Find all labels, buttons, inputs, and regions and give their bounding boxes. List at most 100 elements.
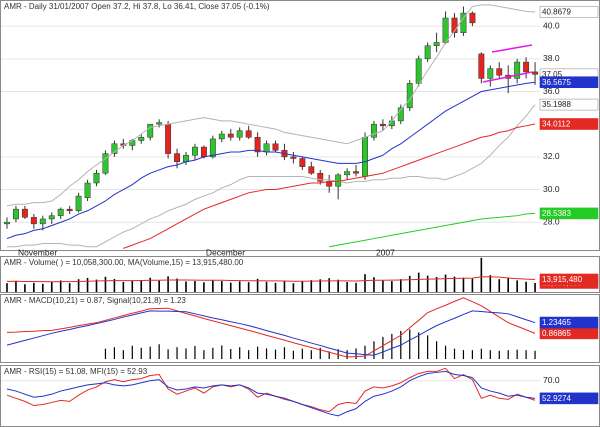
- indicator-line: [6, 81, 536, 240]
- candle-body: [308, 166, 315, 174]
- volume-bar: [24, 284, 26, 292]
- histogram-bar: [319, 347, 321, 360]
- histogram-bar: [167, 349, 169, 360]
- candle-body: [344, 171, 351, 176]
- price-tag-label: 52.9274: [542, 394, 571, 403]
- y-tick-label: 32.0: [543, 151, 560, 161]
- volume-bar: [435, 277, 438, 292]
- histogram-bar: [471, 350, 473, 360]
- histogram-bar: [382, 336, 384, 360]
- x-tick-label: 2007: [376, 247, 395, 257]
- histogram-bar: [444, 345, 447, 360]
- trendlines: [482, 44, 533, 83]
- candle-body: [460, 12, 467, 33]
- volume-bar: [158, 280, 160, 292]
- histogram-bar: [230, 348, 232, 360]
- histogram-bar: [516, 349, 518, 360]
- panel-marks: [6, 367, 536, 417]
- candle-body: [21, 208, 28, 218]
- histogram-bar: [194, 346, 196, 360]
- volume-bar: [221, 281, 223, 292]
- histogram-bar: [248, 350, 250, 360]
- y-tick-label: 40.0: [543, 20, 560, 30]
- volume-bar: [417, 272, 420, 292]
- volume-bar: [444, 274, 447, 292]
- candle-body: [84, 182, 91, 198]
- price-tag: [539, 316, 599, 329]
- histogram-bar: [507, 350, 509, 360]
- volume-bar: [167, 276, 169, 292]
- volume-bar: [462, 277, 465, 292]
- price-tag-label: 34.0112: [542, 120, 571, 129]
- price-tag: [539, 207, 599, 220]
- y-tick-label: 28.0: [543, 216, 560, 226]
- volume-bar: [355, 282, 357, 292]
- trendline-lower: [482, 71, 533, 83]
- candle-body: [39, 218, 46, 225]
- candle-body: [165, 123, 172, 154]
- indicator-line: [6, 4, 536, 207]
- volume-bar: [33, 282, 35, 292]
- indicator-line: [6, 370, 536, 417]
- volume-bar: [364, 274, 366, 292]
- candle-body: [13, 208, 19, 220]
- candle-body: [245, 130, 252, 138]
- volume-bar: [498, 279, 501, 292]
- histogram-bar: [373, 341, 375, 360]
- price-tag-label: 1.23465: [542, 318, 571, 327]
- indicator-line: [329, 212, 536, 248]
- volume-bar: [68, 283, 71, 292]
- histogram-bar: [265, 348, 268, 360]
- candle-body: [75, 195, 82, 212]
- panel-title: AMR - Volume( ) = 10,058,300.00, MA(Volu…: [4, 258, 244, 267]
- candle-body: [424, 45, 431, 60]
- panel-marks: [6, 297, 536, 360]
- volume-bar: [50, 281, 53, 292]
- candle-body: [263, 143, 270, 153]
- volume-bar: [42, 283, 44, 292]
- candle-body: [192, 146, 198, 156]
- price-tag-label: 13,915,480: [542, 275, 583, 284]
- price-tag-label: 35.1988: [542, 100, 571, 109]
- y-tick-label: 70.0: [543, 375, 560, 385]
- candle-body: [102, 153, 109, 174]
- histogram-bar: [534, 350, 536, 360]
- candle-body: [514, 61, 521, 79]
- volume-bar: [6, 283, 8, 292]
- indicator-line: [6, 310, 536, 356]
- candle-body: [174, 153, 181, 163]
- volume-bar: [15, 280, 17, 292]
- volume-bar: [525, 281, 527, 292]
- volume-bar: [274, 282, 277, 292]
- price-tag: [539, 118, 599, 130]
- histogram-bar: [436, 341, 438, 360]
- volume-bar: [328, 278, 330, 292]
- volume-bar: [534, 282, 536, 292]
- histogram-bar: [462, 350, 465, 360]
- candle-body: [353, 171, 360, 174]
- candle-body: [156, 122, 163, 125]
- histogram-bar: [212, 347, 214, 360]
- candle-body: [209, 138, 216, 158]
- candle-body: [433, 42, 440, 47]
- volume-bar: [507, 277, 509, 292]
- price-tag-label: 40.8679: [542, 8, 571, 17]
- price-tag-label: 0.86865: [542, 329, 571, 338]
- candle-body: [218, 133, 225, 140]
- volume-bar: [453, 276, 456, 292]
- candle-body: [147, 123, 154, 138]
- candle-body: [317, 172, 324, 182]
- histogram-bar: [480, 348, 482, 360]
- x-tick-label: December: [206, 247, 245, 257]
- histogram-bar: [301, 348, 303, 360]
- histogram-bar: [203, 350, 205, 360]
- volume-bar: [140, 280, 143, 292]
- histogram-bar: [104, 348, 107, 360]
- volume-bar: [489, 275, 492, 292]
- price-tag-label: 36.5675: [542, 78, 571, 87]
- volume-bar: [247, 282, 250, 292]
- volume-bar: [382, 280, 384, 292]
- volume-bar: [95, 279, 98, 292]
- x-tick-label: November: [18, 247, 57, 257]
- volume-bar: [185, 281, 187, 292]
